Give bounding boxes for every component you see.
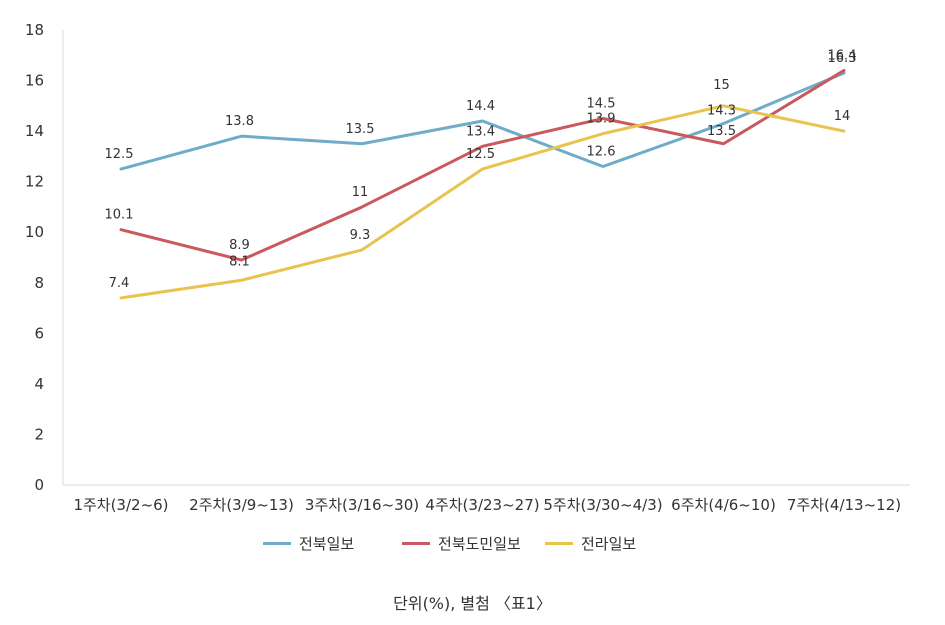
chart-legend: 전북일보 전북도민일보 전라일보 bbox=[0, 531, 945, 555]
y-tick-labels: 0 2 4 6 8 10 12 14 16 18 bbox=[25, 21, 44, 494]
data-label: 8.9 bbox=[229, 238, 250, 253]
data-label: 14.4 bbox=[466, 99, 495, 114]
legend-item-series-3: 전라일보 bbox=[545, 531, 636, 555]
legend-label-series-2: 전북도민일보 bbox=[438, 534, 521, 553]
data-label: 13.4 bbox=[466, 124, 495, 139]
data-label: 12.5 bbox=[105, 147, 134, 162]
chart-caption: 단위(%), 별첨 〈표1〉 bbox=[393, 594, 552, 613]
data-label: 8.1 bbox=[229, 254, 250, 269]
legend-swatch-series-1 bbox=[263, 541, 291, 545]
y-tick-label: 14 bbox=[25, 122, 44, 140]
y-tick-label: 4 bbox=[34, 375, 44, 393]
data-label: 12.5 bbox=[466, 147, 495, 162]
series-line-1 bbox=[119, 71, 846, 171]
chart-axes bbox=[62, 30, 910, 486]
series-line-3 bbox=[119, 104, 846, 300]
data-label: 13.5 bbox=[346, 122, 375, 137]
data-label: 14 bbox=[834, 109, 851, 124]
data-label: 9.3 bbox=[350, 228, 371, 243]
y-tick-label: 16 bbox=[25, 72, 44, 90]
y-tick-label: 0 bbox=[34, 476, 44, 494]
data-label: 14.5 bbox=[587, 96, 616, 111]
data-label: 14.3 bbox=[707, 104, 736, 119]
y-tick-label: 8 bbox=[34, 274, 44, 292]
data-label: 10.1 bbox=[105, 208, 134, 223]
legend-swatch-series-2 bbox=[402, 541, 430, 545]
x-tick-label: 5주차(3/30~4/3) bbox=[543, 496, 662, 514]
x-tick-label: 2주차(3/9~13) bbox=[189, 496, 294, 514]
x-tick-label: 4주차(3/23~27) bbox=[425, 496, 539, 514]
x-tick-label: 1주차(3/2~6) bbox=[73, 496, 168, 514]
legend-label-series-1: 전북일보 bbox=[299, 534, 355, 553]
x-tick-label: 6주차(4/6~10) bbox=[671, 496, 776, 514]
x-tick-label: 3주차(3/16~30) bbox=[305, 496, 419, 514]
data-label: 7.4 bbox=[109, 276, 130, 291]
legend-label-series-3: 전라일보 bbox=[581, 534, 637, 553]
y-tick-label: 18 bbox=[25, 21, 44, 39]
y-tick-label: 10 bbox=[25, 223, 44, 241]
data-label: 11 bbox=[352, 185, 369, 200]
data-label: 16.3 bbox=[828, 51, 857, 66]
data-label: 16.4 bbox=[828, 48, 857, 63]
y-tick-label: 6 bbox=[34, 324, 44, 342]
data-labels: 12.5 13.8 13.5 14.4 12.6 14.3 16.3 10.1 8.9 11 13.… bbox=[105, 48, 857, 291]
series-lines bbox=[119, 68, 846, 300]
legend-swatch-series-3 bbox=[545, 541, 573, 545]
data-label: 13.5 bbox=[707, 124, 736, 139]
data-label: 13.8 bbox=[225, 114, 254, 129]
legend-item-series-1: 전북일보 bbox=[263, 531, 354, 555]
data-label: 13.9 bbox=[587, 112, 616, 127]
y-tick-label: 12 bbox=[25, 173, 44, 191]
legend-item-series-2: 전북도민일보 bbox=[402, 531, 521, 555]
data-label: 12.6 bbox=[587, 145, 616, 160]
y-tick-label: 2 bbox=[34, 425, 44, 443]
data-label: 15 bbox=[713, 78, 730, 93]
x-tick-label: 7주차(4/13~12) bbox=[787, 496, 901, 514]
line-chart: 0 2 4 6 8 10 12 14 16 18 1주차(3/2~6) 2주차(3/9~13) 3주차… bbox=[25, 21, 910, 514]
x-tick-labels: 1주차(3/2~6) 2주차(3/9~13) 3주차(3/16~30) 4주차(3/2… bbox=[73, 496, 901, 514]
series-line-2 bbox=[119, 68, 846, 262]
